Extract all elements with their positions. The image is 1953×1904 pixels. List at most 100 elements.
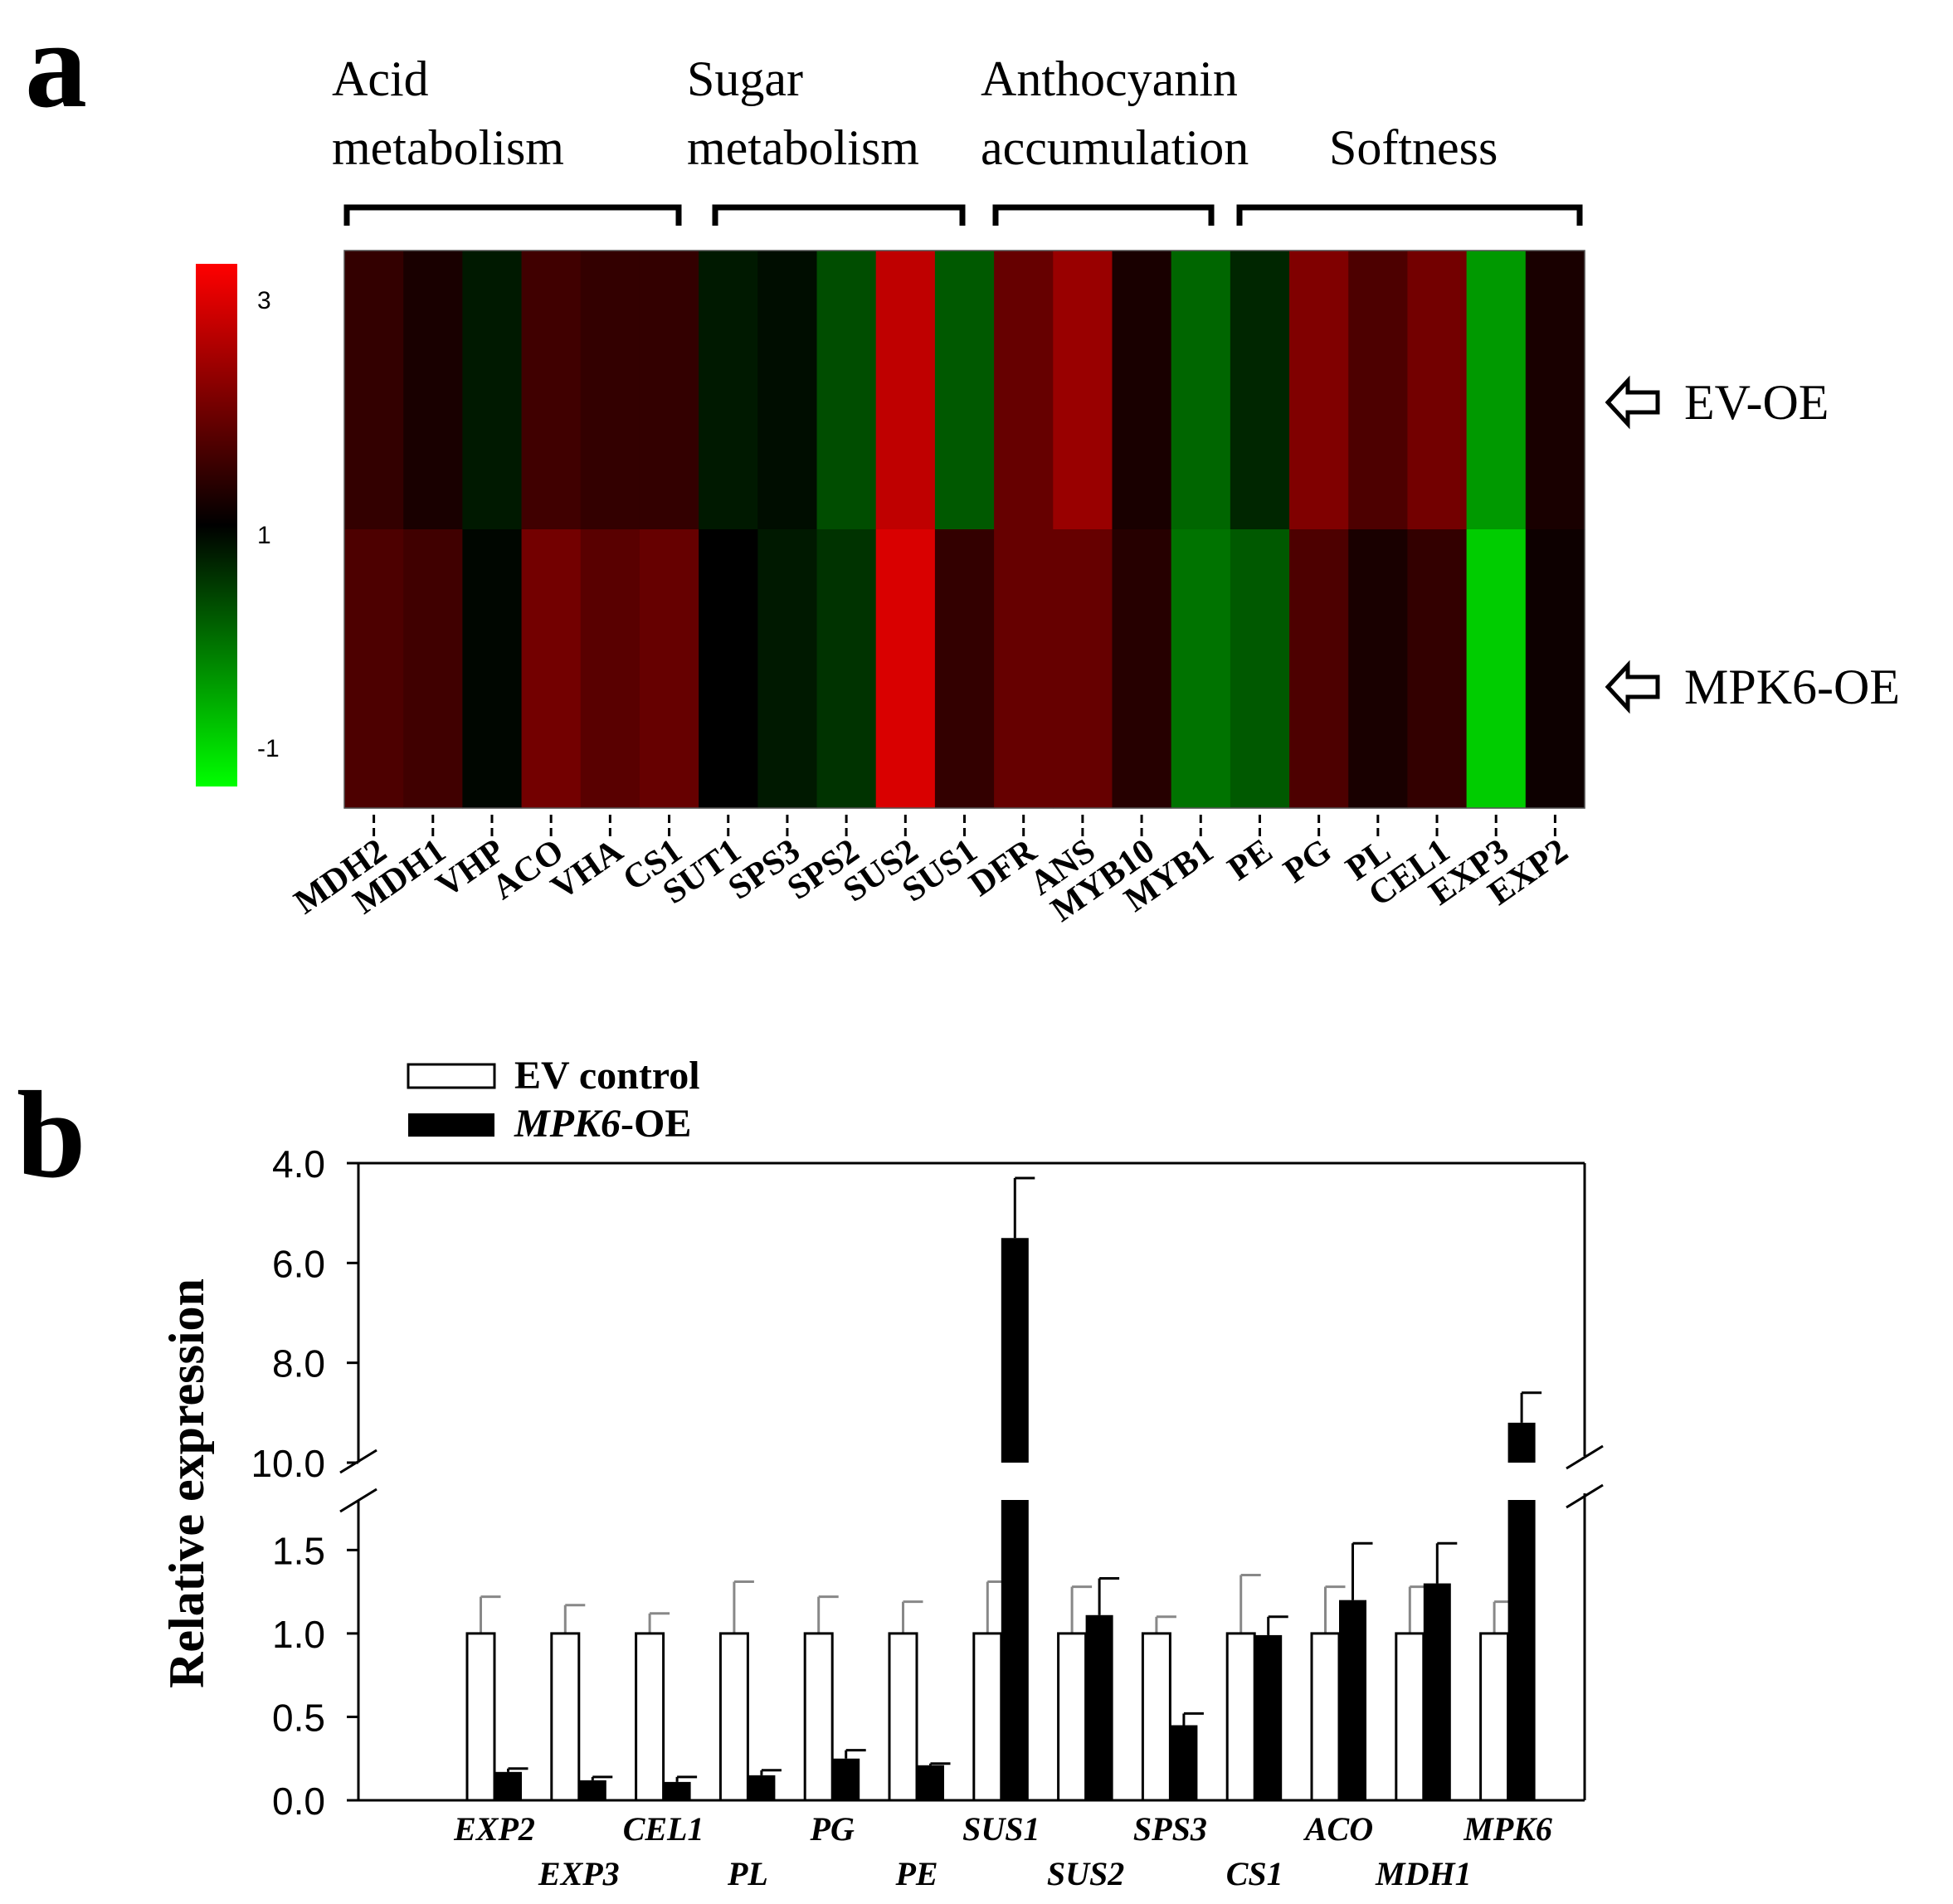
legend-swatch-ev-control: [407, 1063, 496, 1089]
panel-a-label: a: [25, 0, 87, 134]
bar-chart: 10.0 8.0 6.0 4.0 1.5 1.0 0.5 0.0 Relative expres…: [159, 1142, 1604, 1892]
legend-label-mpk6-oe: MPK6-OE: [514, 1102, 691, 1146]
y-tick-label-upper-3: 4.0: [272, 1142, 325, 1186]
heatmap-cell-mpk6-oe-sps3: [757, 529, 818, 809]
heatmap-cell-mpk6-oe-sus2: [875, 529, 936, 809]
heatmap-cell-ev-oe-sps2: [816, 251, 877, 530]
bar-ev-control-cs1: [1225, 1632, 1256, 1802]
heatmap-cell-ev-oe-vhp: [462, 251, 523, 530]
heatmap-cell-mpk6-oe-dfr: [994, 529, 1054, 809]
heatmap-cell-ev-oe-cel1: [1407, 251, 1468, 530]
heatmap-cell-mpk6-oe-ans: [1053, 529, 1113, 809]
heatmap-cell-ev-oe-sus2: [875, 251, 936, 530]
y-axis-title: Relative expression: [159, 1278, 214, 1688]
heatmap-cell-mpk6-oe-mdh1: [403, 529, 463, 809]
bar-mpk6-oe-mdh1: [1423, 1583, 1451, 1800]
column-label-pe: PE: [1221, 832, 1279, 889]
bar-ev-control-aco: [1310, 1632, 1341, 1802]
heatmap-cell-mpk6-oe-pe: [1230, 529, 1290, 809]
colorbar-tick-2: -1: [257, 735, 280, 762]
heatmap-cell-ev-oe-dfr: [994, 251, 1054, 530]
group-header-1-line2: metabolism: [687, 120, 919, 175]
bar-ev-control-mdh1: [1395, 1632, 1425, 1802]
row-arrow-ev-oe: [1605, 375, 1660, 430]
bar-mpk6-oe-cel1: [663, 1781, 691, 1800]
y-tick-label-upper-0: 10.0: [251, 1442, 325, 1485]
column-label-pg: PG: [1277, 832, 1338, 891]
x-category-label-sus2: SUS2: [1047, 1855, 1124, 1892]
heatmap-cell-ev-oe-mdh2: [344, 251, 404, 530]
x-category-label-sps3: SPS3: [1133, 1810, 1207, 1848]
bar-ev-control-pl: [718, 1632, 749, 1802]
legend-label-ev-control: EV control: [514, 1054, 700, 1098]
heatmap-cell-ev-oe-pe: [1230, 251, 1290, 530]
bar-mpk6-oe-sps3: [1170, 1725, 1198, 1800]
bar-ev-control-pg: [803, 1632, 834, 1802]
heatmap-cell-ev-oe-vha: [580, 251, 640, 530]
y-tick-label-lower-3: 0.0: [272, 1780, 325, 1823]
x-category-label-pe: PE: [894, 1855, 938, 1892]
bar-mpk6-oe-sus2: [1085, 1614, 1113, 1800]
heatmap-border: [343, 250, 1585, 809]
x-category-label-exp3: EXP3: [538, 1855, 620, 1892]
heatmap-cell-ev-oe-cs1: [639, 251, 699, 530]
x-category-label-pl: PL: [727, 1855, 768, 1892]
heatmap-cell-ev-oe-ans: [1053, 251, 1113, 530]
heatmap-cell-ev-oe-exp3: [1466, 251, 1527, 530]
heatmap-cell-mpk6-oe-sut1: [699, 529, 758, 809]
heatmap-cell-mpk6-oe-cs1: [639, 529, 699, 809]
axis-break-mark-left-2: [339, 1488, 377, 1513]
heatmap-cell-mpk6-oe-exp3: [1466, 529, 1527, 809]
heatmap-row-labels: EV-OE MPK6-OE: [1605, 375, 1900, 714]
group-header-0-line1: Acid: [332, 51, 429, 106]
bar-ev-control-cel1: [635, 1632, 665, 1802]
heatmap-cell-ev-oe-sps3: [757, 251, 818, 530]
bar-mpk6-oe-mpk6-seg1: [1507, 1422, 1536, 1463]
group-header-1-line1: Sugar: [687, 51, 803, 106]
bar-ev-control-sus2: [1057, 1632, 1088, 1802]
x-category-label-sus1: SUS1: [962, 1810, 1040, 1848]
heatmap-cell-mpk6-oe-exp2: [1525, 529, 1585, 809]
group-header-2-line1: Anthocyanin: [981, 51, 1238, 106]
x-category-label-cel1: CEL1: [623, 1810, 704, 1848]
group-bracket-3: [1236, 204, 1583, 226]
heatmap-cell-ev-oe-aco: [521, 251, 582, 530]
bar-ev-control-sus1: [972, 1632, 1003, 1802]
heatmap-group-headers: Acid metabolism Sugar metabolism Anthocyanin…: [332, 51, 1583, 226]
colorbar-gradient-bar: [196, 264, 237, 786]
y-tick-label-lower-0: 1.5: [272, 1529, 325, 1572]
heatmap-cell-ev-oe-sus1: [934, 251, 995, 530]
colorbar-tick-0: 3: [257, 287, 271, 314]
x-category-label-pg: PG: [810, 1810, 855, 1848]
heatmap-cell-mpk6-oe-pl: [1348, 529, 1409, 809]
x-category-label-cs1: CS1: [1226, 1855, 1283, 1892]
group-header-3-line2: Softness: [1329, 120, 1498, 175]
colorbar: 3 1 -1: [196, 264, 280, 786]
heatmap-cell-ev-oe-exp2: [1525, 251, 1585, 530]
x-category-label-mpk6: MPK6: [1463, 1810, 1552, 1848]
bar-mpk6-oe-mpk6-seg0: [1507, 1500, 1536, 1800]
legend-label-mpk6-italic: MPK6: [514, 1102, 621, 1146]
bar-ev-control-exp3: [550, 1632, 581, 1802]
bar-mpk6-oe-exp2: [494, 1771, 522, 1800]
row-arrow-mpk6-oe: [1605, 660, 1660, 714]
x-category-label-mdh1: MDH1: [1375, 1855, 1472, 1892]
bar-mpk6-oe-pe: [917, 1765, 944, 1800]
heatmap-cell-mpk6-oe-aco: [521, 529, 582, 809]
y-tick-label-upper-1: 8.0: [272, 1342, 325, 1385]
heatmap-cell-mpk6-oe-cel1: [1407, 529, 1468, 809]
bar-mpk6-oe-sus1-seg0: [1001, 1500, 1029, 1800]
group-bracket-2: [992, 204, 1215, 226]
heatmap-cell-mpk6-oe-vhp: [462, 529, 523, 809]
panel-b-label: b: [17, 1066, 85, 1204]
axis-break-mark-right-2: [1566, 1483, 1604, 1509]
row-label-mpk6-oe: MPK6-OE: [1684, 660, 1900, 714]
group-header-2-line2: accumulation: [981, 120, 1249, 175]
y-tick-label-lower-1: 1.0: [272, 1613, 325, 1656]
group-bracket-0: [343, 204, 682, 226]
heatmap-cell-ev-oe-myb10: [1112, 251, 1172, 530]
heatmap-cell-mpk6-oe-pg: [1289, 529, 1349, 809]
y-tick-label-lower-2: 0.5: [272, 1696, 325, 1739]
colorbar-tick-1: 1: [257, 522, 271, 549]
